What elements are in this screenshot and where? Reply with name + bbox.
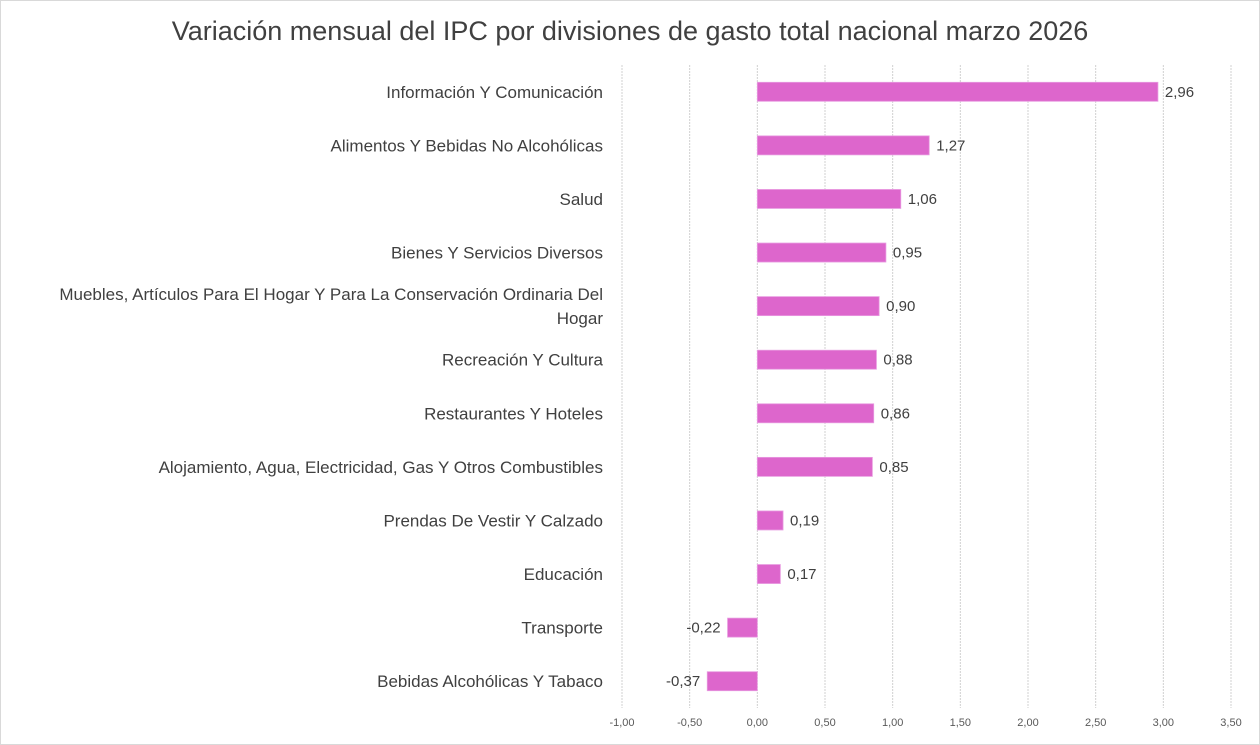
x-tick-label: 0,50 (814, 717, 835, 729)
data-label: 0,86 (881, 405, 910, 422)
x-tick-label: 3,00 (1153, 717, 1174, 729)
category-label: Educación (524, 565, 603, 584)
category-label: Recreación Y Cultura (442, 351, 604, 370)
category-label: Transporte (521, 619, 603, 638)
bar (756, 510, 784, 531)
x-tick-label: 1,00 (882, 717, 903, 729)
bar (756, 403, 875, 424)
category-label: Alimentos Y Bebidas No Alcohólicas (331, 136, 603, 155)
x-tick-label: 0,00 (747, 717, 768, 729)
bar (756, 349, 877, 370)
x-tick-label: -1,00 (609, 717, 634, 729)
data-label: 0,19 (790, 512, 819, 529)
data-label: 0,88 (883, 352, 912, 369)
data-label: 2,96 (1165, 84, 1194, 101)
x-tick-label: -0,50 (677, 717, 702, 729)
category-label: Alojamiento, Agua, Electricidad, Gas Y O… (159, 458, 603, 477)
category-label: Hogar (557, 309, 604, 328)
data-label: 0,95 (893, 245, 922, 262)
x-tick-label: 2,00 (1017, 717, 1038, 729)
data-label: 0,85 (879, 459, 908, 476)
bar (756, 456, 873, 477)
bar (756, 564, 781, 584)
x-tick-label: 3,50 (1220, 717, 1241, 729)
category-label: Salud (560, 190, 603, 209)
bar (727, 617, 758, 638)
bar (756, 242, 887, 263)
category-label: Información Y Comunicación (386, 83, 603, 102)
x-tick-label: 1,50 (950, 717, 971, 729)
chart-title: Variación mensual del IPC por divisiones… (172, 16, 1089, 46)
data-label: 0,90 (886, 298, 915, 315)
bar (756, 296, 880, 317)
data-label: 1,06 (908, 191, 937, 208)
category-label: Muebles, Artículos Para El Hogar Y Para … (59, 285, 603, 304)
data-label: 1,27 (936, 137, 965, 154)
category-label: Prendas De Vestir Y Calzado (383, 511, 603, 530)
category-label: Restaurantes Y Hoteles (424, 404, 603, 423)
bar (756, 135, 930, 156)
bar (756, 81, 1159, 102)
bar (706, 671, 758, 692)
data-label: 0,17 (787, 566, 816, 583)
category-label: Bienes Y Servicios Diversos (391, 244, 603, 263)
x-tick-label: 2,50 (1085, 717, 1106, 729)
bar (756, 189, 902, 209)
data-label: -0,37 (666, 673, 700, 690)
data-label: -0,22 (686, 620, 720, 637)
category-label: Bebidas Alcohólicas Y Tabaco (377, 672, 603, 691)
